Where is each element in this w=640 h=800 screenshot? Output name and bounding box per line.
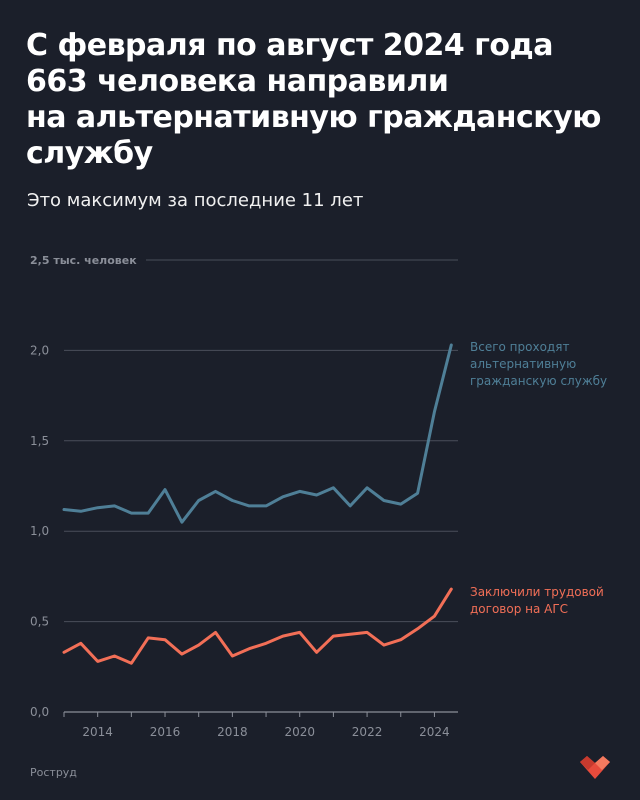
series-label: гражданскую службу [470,374,607,388]
y-tick-label: 1,5 [30,434,49,448]
source-label: Роструд [30,766,77,779]
series-label: договор на АГС [470,602,568,616]
title-line: 663 человека направили [26,64,449,99]
title-line: службу [26,136,153,171]
chart-title: С февраля по август 2024 года 663 челове… [26,28,626,172]
series-label: Всего проходят [470,340,569,354]
red-heart-logo-icon [580,756,610,779]
x-tick-label: 2024 [419,725,450,739]
title-line: на альтернативную гражданскую [26,100,601,135]
y-unit-label-backdrop [28,251,146,267]
x-tick-label: 2022 [352,725,383,739]
x-tick-label: 2016 [150,725,181,739]
series-label: альтернативную [470,357,576,371]
series-label: Заключили трудовой [470,585,604,599]
series-line [62,587,453,665]
x-tick-label: 2014 [82,725,113,739]
x-tick-label: 2020 [284,725,315,739]
series-line [62,343,453,524]
y-tick-label: 0,5 [30,615,49,629]
y-tick-label: 0,0 [30,705,49,719]
chart-subtitle: Это максимум за последние 11 лет [27,190,364,211]
y-unit-label: 2,5 тыс. человек [30,254,137,267]
y-tick-label: 2,0 [30,343,49,357]
x-tick-label: 2018 [217,725,248,739]
y-tick-label: 1,0 [30,524,49,538]
title-line: С февраля по август 2024 года [26,28,554,63]
